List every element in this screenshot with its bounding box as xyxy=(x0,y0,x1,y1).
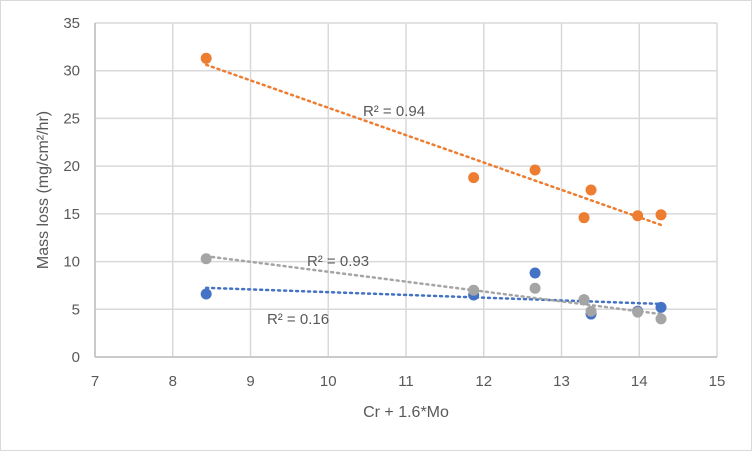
x-tick-label: 13 xyxy=(553,373,570,390)
trendline-orange xyxy=(204,63,663,227)
r2-label-blue: R² = 0.16 xyxy=(267,311,329,328)
axes: 0 5 10 15 20 25 30 35 7 8 9 10 11 12 13 14 15 xyxy=(63,15,725,390)
y-tick-label: 20 xyxy=(63,158,80,175)
data-point-orange xyxy=(585,184,597,196)
data-point-orange xyxy=(578,212,590,224)
y-tick-label: 0 xyxy=(72,349,80,366)
x-tick-label: 15 xyxy=(709,373,726,390)
data-point-orange xyxy=(468,172,480,184)
trendline-gray xyxy=(204,254,663,316)
y-tick-label: 30 xyxy=(63,63,80,80)
data-point-gray xyxy=(200,253,212,265)
data-point-blue xyxy=(200,288,212,300)
x-tick-label: 11 xyxy=(398,373,414,390)
y-tick-label: 5 xyxy=(72,301,80,318)
y-tick-label: 15 xyxy=(63,206,80,223)
trendline-blue xyxy=(204,286,663,306)
r2-label-orange: R² = 0.94 xyxy=(363,103,425,120)
data-points xyxy=(200,52,667,325)
data-point-orange xyxy=(200,52,212,64)
data-point-blue xyxy=(655,301,667,313)
data-point-orange xyxy=(529,164,541,176)
data-point-blue xyxy=(529,267,541,279)
y-axis-title: Mass loss (mg/cm²/hr) xyxy=(35,111,52,269)
r2-label-gray: R² = 0.93 xyxy=(307,253,369,270)
x-axis-title: Cr + 1.6*Mo xyxy=(363,404,449,421)
x-tick-label: 8 xyxy=(169,373,177,390)
x-tick-label: 14 xyxy=(631,373,648,390)
data-point-orange xyxy=(655,209,667,221)
gridlines xyxy=(94,22,718,358)
data-point-gray xyxy=(529,282,541,294)
y-tick-label: 35 xyxy=(63,15,80,32)
r2-labels: R² = 0.94 R² = 0.16 R² = 0.93 xyxy=(267,103,425,328)
data-point-gray xyxy=(468,284,480,296)
x-tick-label: 9 xyxy=(246,373,254,390)
data-point-gray xyxy=(578,294,590,306)
y-tick-label: 10 xyxy=(63,254,80,271)
data-point-gray xyxy=(632,306,644,318)
x-tick-label: 12 xyxy=(475,373,492,390)
data-point-orange xyxy=(632,210,644,222)
x-tick-label: 10 xyxy=(320,373,337,390)
x-tick-label: 7 xyxy=(91,373,99,390)
data-point-gray xyxy=(585,305,597,317)
data-point-gray xyxy=(655,313,667,325)
y-tick-label: 25 xyxy=(63,110,80,127)
